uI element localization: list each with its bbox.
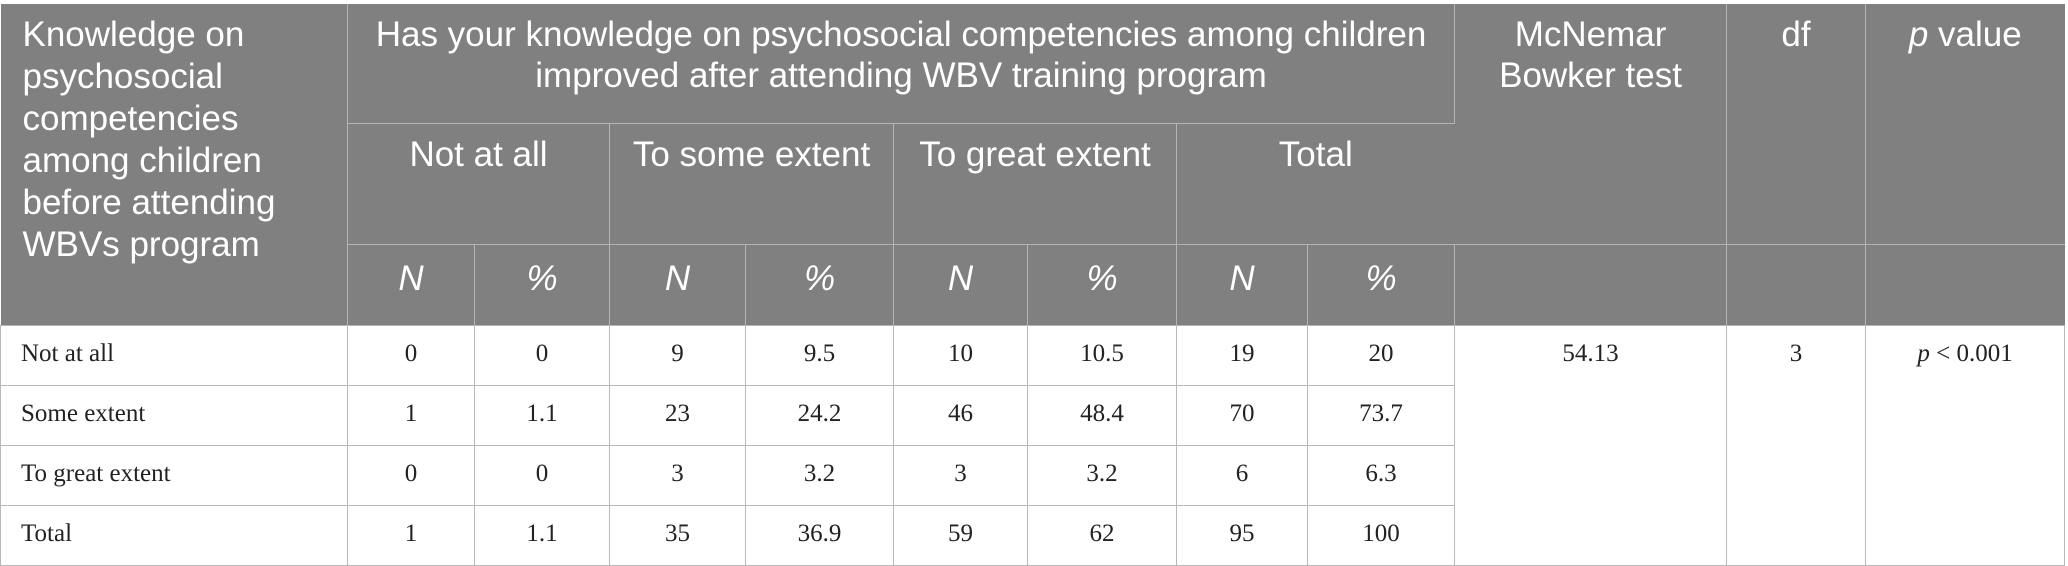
table-cell: 19 — [1176, 325, 1308, 386]
p-value-text: < 0.001 — [1929, 340, 2013, 367]
column-header: N — [1176, 244, 1308, 326]
table-cell: 6.3 — [1307, 445, 1456, 506]
table-cell: 3 — [893, 445, 1028, 506]
group-header: Has your knowledge on psychosocial compe… — [347, 4, 1456, 124]
table-row: Not at all 0 0 9 9.5 10 10.5 19 20 54.13… — [0, 325, 2066, 566]
column-header: % — [745, 244, 894, 326]
p-value-rest: value — [1928, 15, 2022, 54]
mcnemar-value: 54.13 — [1454, 325, 1728, 566]
mcnemar-header: McNemar Bowker test — [1454, 4, 1728, 245]
table-row: Some extent 1 1.1 23 24.2 46 48.4 70 73.… — [0, 385, 2065, 446]
row-label: Total — [0, 505, 348, 566]
table-cell: 6 — [1176, 445, 1308, 506]
table-header: Knowledge on psychosocial competencies a… — [0, 4, 2065, 326]
mcnemar-header-filler — [1454, 244, 1728, 326]
column-header: % — [1307, 244, 1456, 326]
column-header: N — [893, 244, 1028, 326]
table-cell: 3 — [609, 445, 746, 506]
table-cell: 23 — [609, 385, 746, 446]
subgroup-header: To great extent — [893, 123, 1177, 245]
table-cell: 10.5 — [1027, 325, 1177, 386]
table-cell: 70 — [1176, 385, 1308, 446]
row-label: Not at all — [0, 325, 348, 386]
table-cell: 36.9 — [745, 505, 894, 566]
column-header: % — [474, 244, 610, 326]
table-cell: 95 — [1176, 505, 1308, 566]
p-italic: p — [1908, 15, 1929, 54]
df-value: 3 — [1726, 325, 1867, 566]
row-label: To great extent — [0, 445, 348, 506]
table-cell: 24.2 — [745, 385, 894, 446]
table-cell: 0 — [347, 325, 475, 386]
table-body: Not at all 0 0 9 9.5 10 10.5 19 20 54.13… — [0, 325, 2066, 566]
table-cell: 3.2 — [1027, 445, 1177, 506]
p-value-header-filler — [1865, 244, 2065, 326]
p-value-italic: p — [1917, 340, 1930, 367]
table-cell: 1 — [347, 385, 475, 446]
table-cell: 20 — [1307, 325, 1456, 386]
table-cell: 35 — [609, 505, 746, 566]
table-cell: 9.5 — [745, 325, 894, 386]
df-header: df — [1726, 4, 1867, 245]
subgroup-header: Total — [1176, 123, 1455, 245]
table-cell: 0 — [347, 445, 475, 506]
table-cell: 100 — [1307, 505, 1456, 566]
p-value: p < 0.001 — [1865, 325, 2066, 566]
table-cell: 10 — [893, 325, 1028, 386]
column-header: % — [1027, 244, 1177, 326]
column-header: N — [609, 244, 746, 326]
table-cell: 62 — [1027, 505, 1177, 566]
table-cell: 1.1 — [474, 385, 610, 446]
column-header: N — [347, 244, 475, 326]
table-cell: 46 — [893, 385, 1028, 446]
table-row: To great extent 0 0 3 3.2 3 3.2 6 6.3 — [0, 445, 2065, 506]
subgroup-header: Not at all — [347, 123, 610, 245]
table-cell: 1.1 — [474, 505, 610, 566]
table-cell: 59 — [893, 505, 1028, 566]
table-cell: 0 — [474, 445, 610, 506]
df-header-filler — [1726, 244, 1867, 326]
results-table: Knowledge on psychosocial competencies a… — [0, 4, 2066, 566]
p-value-header: p value — [1865, 4, 2065, 245]
table-cell: 3.2 — [745, 445, 894, 506]
table-row: Total 1 1.1 35 36.9 59 62 95 100 — [0, 505, 2065, 566]
subgroup-header: To some extent — [609, 123, 894, 245]
row-label-header: Knowledge on psychosocial competencies a… — [0, 4, 348, 326]
table-cell: 1 — [347, 505, 475, 566]
table-cell: 0 — [474, 325, 610, 386]
table-cell: 9 — [609, 325, 746, 386]
table-cell: 73.7 — [1307, 385, 1456, 446]
table-cell: 48.4 — [1027, 385, 1177, 446]
row-label: Some extent — [0, 385, 348, 446]
